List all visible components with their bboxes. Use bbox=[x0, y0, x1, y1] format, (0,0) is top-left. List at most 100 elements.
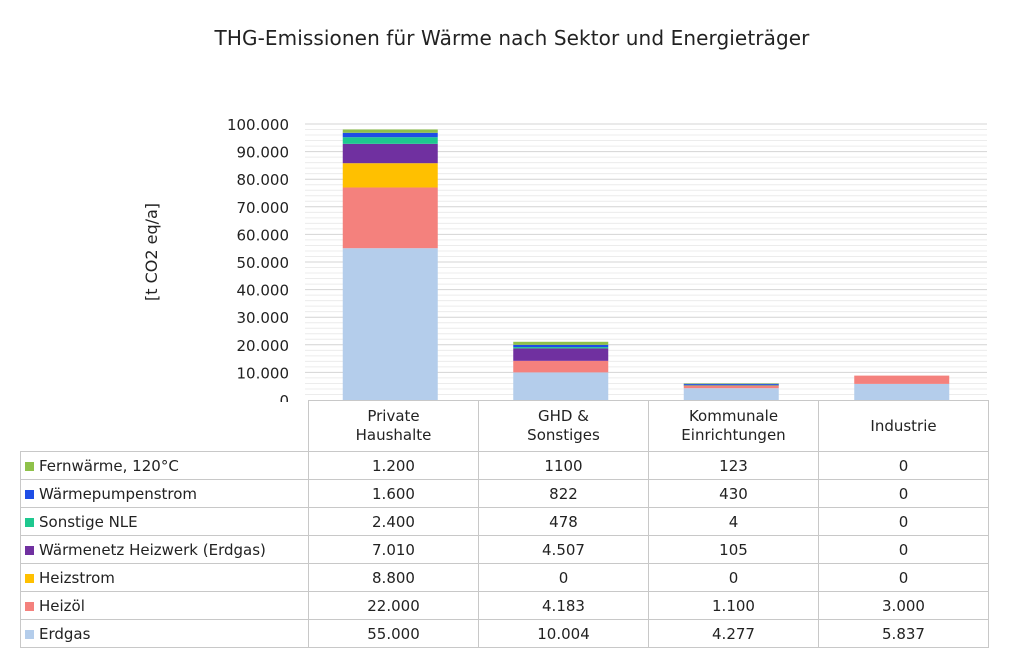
series-name: Wärmepumpenstrom bbox=[39, 484, 198, 503]
legend-entry: Heizöl bbox=[20, 591, 309, 620]
value-cell: 1.600 bbox=[308, 479, 479, 508]
table-body: Fernwärme, 120°C 1.200 1100 123 0 Wärmepumpen… bbox=[20, 451, 989, 648]
series-name: Fernwärme, 120°C bbox=[39, 456, 179, 475]
value-cell: 0 bbox=[818, 451, 989, 480]
bar-segment bbox=[342, 129, 438, 133]
series-name: Erdgas bbox=[39, 624, 91, 643]
table-row: Heizöl 22.000 4.183 1.100 3.000 bbox=[20, 591, 989, 620]
value-cell: 3.000 bbox=[818, 591, 989, 620]
bar-segment bbox=[513, 341, 609, 345]
series-name: Sonstige NLE bbox=[39, 512, 138, 531]
bar-segment bbox=[683, 388, 779, 400]
value-cell: 4.277 bbox=[648, 619, 819, 648]
value-cell: 0 bbox=[818, 563, 989, 592]
bar-segment bbox=[342, 132, 438, 138]
y-tick-label: 100.000 bbox=[227, 116, 289, 134]
legend-swatch bbox=[25, 601, 34, 611]
bar-segment bbox=[854, 375, 950, 384]
legend-entry: Wärmenetz Heizwerk (Erdgas) bbox=[20, 535, 309, 564]
chart-title: THG-Emissionen für Wärme nach Sektor und… bbox=[214, 26, 810, 50]
bar-stacks bbox=[342, 129, 950, 400]
category-label: Industrie bbox=[818, 400, 989, 452]
value-cell: 0 bbox=[478, 563, 649, 592]
bar-segment bbox=[513, 372, 609, 400]
value-cell: 4 bbox=[648, 507, 819, 536]
value-cell: 10.004 bbox=[478, 619, 649, 648]
bar-segment bbox=[683, 384, 779, 386]
value-cell: 4.507 bbox=[478, 535, 649, 564]
y-tick-label: 20.000 bbox=[237, 337, 290, 355]
y-tick-label: 0 bbox=[279, 392, 289, 402]
table-row: Heizstrom 8.800 0 0 0 bbox=[20, 563, 989, 592]
table-row: Fernwärme, 120°C 1.200 1100 123 0 bbox=[20, 451, 989, 480]
value-cell: 478 bbox=[478, 507, 649, 536]
legend-entry: Fernwärme, 120°C bbox=[20, 451, 309, 480]
legend-swatch bbox=[25, 573, 34, 583]
y-tick-label: 10.000 bbox=[237, 364, 290, 382]
value-cell: 0 bbox=[818, 507, 989, 536]
bar-segment bbox=[513, 348, 609, 361]
table-row: Wärmenetz Heizwerk (Erdgas) 7.010 4.507 105… bbox=[20, 535, 989, 564]
y-axis-label: [t CO2 eq/a] bbox=[142, 203, 161, 301]
category-label: Private Haushalte bbox=[308, 400, 479, 452]
table-row: Wärmepumpenstrom 1.600 822 430 0 bbox=[20, 479, 989, 508]
value-cell: 55.000 bbox=[308, 619, 479, 648]
value-cell: 1100 bbox=[478, 451, 649, 480]
category-label: Kommunale Einrichtungen bbox=[648, 400, 819, 452]
bar-segment bbox=[513, 347, 609, 349]
legend-swatch bbox=[25, 461, 34, 471]
value-cell: 1.200 bbox=[308, 451, 479, 480]
value-cell: 2.400 bbox=[308, 507, 479, 536]
value-cell: 7.010 bbox=[308, 535, 479, 564]
category-label: GHD & Sonstiges bbox=[478, 400, 649, 452]
value-cell: 8.800 bbox=[308, 563, 479, 592]
legend-swatch bbox=[25, 629, 34, 639]
value-cell: 105 bbox=[648, 535, 819, 564]
value-cell: 0 bbox=[648, 563, 819, 592]
y-tick-label: 70.000 bbox=[237, 199, 290, 217]
bar-segment bbox=[513, 344, 609, 348]
value-cell: 822 bbox=[478, 479, 649, 508]
bar-segment bbox=[513, 360, 609, 373]
chart-plot: 0 10.000 20.000 30.000 40.000 50.000 60.000 70.… bbox=[142, 116, 987, 402]
legend-entry: Erdgas bbox=[20, 619, 309, 648]
series-name: Heizstrom bbox=[39, 568, 115, 587]
value-cell: 0 bbox=[818, 479, 989, 508]
bar-segment bbox=[342, 137, 438, 144]
value-cell: 123 bbox=[648, 451, 819, 480]
value-cell: 430 bbox=[648, 479, 819, 508]
table-row: Erdgas 55.000 10.004 4.277 5.837 bbox=[20, 619, 989, 648]
value-cell: 22.000 bbox=[308, 591, 479, 620]
bar-segment bbox=[854, 383, 950, 400]
series-name: Heizöl bbox=[39, 596, 85, 615]
value-cell: 4.183 bbox=[478, 591, 649, 620]
legend-swatch bbox=[25, 489, 34, 499]
y-tick-label: 90.000 bbox=[237, 144, 290, 162]
legend-entry: Heizstrom bbox=[20, 563, 309, 592]
data-table: Private Haushalte GHD & Sonstiges Kommunale E… bbox=[20, 400, 989, 648]
bar-segment bbox=[342, 187, 438, 249]
table-corner bbox=[20, 400, 309, 452]
bar-segment bbox=[342, 248, 438, 400]
bar-segment bbox=[342, 163, 438, 188]
series-name: Wärmenetz Heizwerk (Erdgas) bbox=[39, 540, 266, 559]
value-cell: 0 bbox=[818, 535, 989, 564]
legend-swatch bbox=[25, 545, 34, 555]
y-tick-label: 30.000 bbox=[237, 309, 290, 327]
table-row: Sonstige NLE 2.400 478 4 0 bbox=[20, 507, 989, 536]
bar-segment bbox=[683, 385, 779, 389]
legend-swatch bbox=[25, 517, 34, 527]
y-tick-label: 80.000 bbox=[237, 171, 290, 189]
y-tick-label: 40.000 bbox=[237, 282, 290, 300]
bar-segment bbox=[683, 383, 779, 385]
y-axis-ticks: 0 10.000 20.000 30.000 40.000 50.000 60.000 70.… bbox=[227, 116, 289, 402]
y-tick-label: 50.000 bbox=[237, 254, 290, 272]
value-cell: 5.837 bbox=[818, 619, 989, 648]
y-tick-label: 60.000 bbox=[237, 226, 290, 244]
bar-segment bbox=[342, 143, 438, 164]
value-cell: 1.100 bbox=[648, 591, 819, 620]
legend-entry: Sonstige NLE bbox=[20, 507, 309, 536]
category-header-row: Private Haushalte GHD & Sonstiges Kommunale E… bbox=[20, 400, 989, 452]
legend-entry: Wärmepumpenstrom bbox=[20, 479, 309, 508]
bar-segment bbox=[683, 383, 779, 384]
